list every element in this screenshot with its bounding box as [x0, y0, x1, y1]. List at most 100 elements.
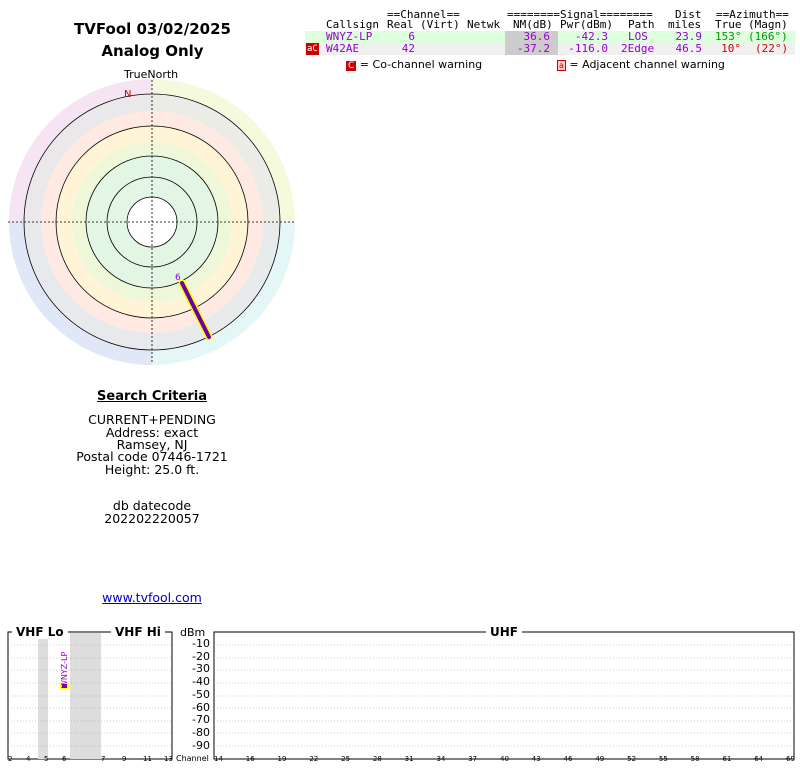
vhf-lo-channel-ticks: 2 4 5 6	[8, 755, 70, 765]
table-header-row: Callsign Real (Virt) Netwk NM(dB) Pwr(dB…	[305, 19, 795, 31]
col-path: Path	[628, 18, 655, 31]
row-path: LOS	[628, 30, 648, 43]
row-true-azimuth: 10°	[721, 42, 741, 55]
dbm-tick-label: -30	[192, 662, 210, 676]
row-real: 42	[401, 42, 415, 55]
station-bearing-label: 6	[175, 273, 181, 283]
channel-tick-label: 13	[164, 755, 173, 763]
vhf-hi-channel-ticks: 7 9 11 13	[101, 755, 173, 765]
search-criteria-heading: Search Criteria	[97, 389, 207, 404]
adjacent-legend: a = Adjacent channel warning	[557, 58, 725, 71]
channel-tick-label: 43	[531, 755, 541, 763]
cochannel-legend: C = Co-channel warning	[346, 58, 483, 71]
channel-tick-label: 58	[690, 755, 700, 763]
col-pwr: Pwr(dBm)	[560, 18, 613, 31]
channel-tick-label: 6	[62, 755, 67, 763]
row-pwr: -42.3	[574, 30, 608, 43]
channel-group-header: ==Channel==	[387, 8, 460, 21]
col-real: Real	[387, 18, 414, 31]
channel-tick-label: 28	[372, 755, 382, 763]
spectrum-chart	[7, 631, 795, 760]
adjacent-icon: a	[557, 60, 566, 71]
channel-tick-label: 16	[245, 755, 255, 763]
row-miles: 46.5	[675, 42, 703, 55]
dbm-tick-label: -90	[192, 738, 210, 752]
dbm-tick-label: -80	[192, 725, 210, 739]
row-callsign: WNYZ-LP	[326, 30, 373, 43]
cochannel-icon: C	[346, 61, 357, 71]
dist-group-header: Dist	[675, 8, 702, 21]
db-code: 202202220057	[104, 511, 200, 526]
channel-tick-label: 69	[786, 755, 795, 763]
row-callsign: W42AE	[326, 42, 360, 55]
col-netwk: Netwk	[467, 18, 501, 31]
col-miles: miles	[668, 18, 702, 31]
channel-tick-label: 4	[26, 755, 31, 763]
search-line: Height: 25.0 ft.	[104, 462, 200, 477]
col-callsign: Callsign	[326, 18, 379, 31]
col-magn: (Magn)	[748, 18, 788, 31]
row-magn-azimuth: (22°)	[755, 42, 789, 55]
dbm-tick-label: -70	[192, 713, 210, 727]
row-path: 2Edge	[621, 42, 655, 55]
row-pwr: -116.0	[568, 42, 608, 55]
true-north-label: TrueNorth	[124, 68, 179, 81]
dbm-tick-label: -10	[192, 637, 210, 650]
page-subtitle: Analog Only	[101, 42, 204, 60]
db-label: db datecode	[112, 498, 192, 513]
row-miles: 23.9	[675, 30, 703, 43]
north-label: N	[124, 89, 131, 100]
polar-plot: N 6	[8, 79, 296, 365]
vhf-lo-label: VHF Lo	[12, 625, 68, 639]
row-real: 6	[408, 30, 415, 43]
dbm-tick-label: -40	[192, 675, 210, 689]
table-row[interactable]: WNYZ-LP 6 36.6 -42.3 LOS 23.9 153° (166°…	[305, 31, 795, 43]
page-title: TVFool 03/02/2025	[74, 20, 231, 38]
spectrum-station-label: WNYZ-LP	[60, 651, 69, 688]
tvfool-link[interactable]: www.tvfool.com	[102, 590, 202, 605]
dbm-tick-label: -60	[192, 700, 210, 714]
uhf-label: UHF	[486, 625, 522, 639]
azimuth-group-header: ==Azimuth==	[716, 8, 789, 21]
search-line: Postal code 07446-1721	[76, 449, 228, 464]
channel-tick-label: 31	[404, 755, 414, 763]
channel-tick-label: 5	[44, 755, 49, 763]
channel-tick-label: 25	[341, 755, 351, 763]
vhf-hi-label: VHF Hi	[111, 625, 165, 639]
dbm-tick-label: -50	[192, 687, 210, 701]
col-virt: (Virt)	[420, 18, 460, 31]
row-nm: 36.6	[523, 30, 551, 43]
channel-tick-label: 22	[309, 755, 319, 763]
channel-tick-label: 11	[143, 755, 152, 763]
channel-tick-label: 7	[101, 755, 106, 763]
row-nm: -37.2	[516, 42, 550, 55]
dbm-ticks: -10 -20 -30 -40 -50 -60 -70 -80 -90	[180, 637, 210, 752]
signal-group-header: ========Signal========	[507, 8, 653, 21]
search-line: Address: exact	[105, 425, 199, 440]
channel-tick-label: 14	[214, 755, 223, 763]
channel-tick-label: 40	[500, 755, 509, 763]
channel-tick-label: 52	[627, 755, 637, 763]
channel-tick-label: 19	[277, 755, 287, 763]
channel-axis-label: Channel	[176, 754, 209, 763]
dbm-tick-label: -20	[192, 649, 210, 663]
col-true: True	[715, 18, 742, 31]
channel-tick-label: 64	[754, 755, 764, 763]
table-row[interactable]: aC W42AE 42 -37.2 -116.0 2Edge 46.5 10° …	[305, 43, 795, 55]
channel-tick-label: 34	[436, 755, 446, 763]
channel-tick-label: 55	[658, 755, 668, 763]
dbm-label: dBm	[180, 626, 206, 639]
channel-tick-label: 49	[595, 755, 605, 763]
channel-tick-label: 37	[468, 755, 478, 763]
col-nm: NM(dB)	[513, 18, 553, 31]
uhf-channel-ticks: 14 16 19 22 25 28 31 34 37 40 43 46 49 52 55 58 61 64 69	[214, 755, 795, 765]
search-line: Ramsey, NJ	[116, 437, 188, 452]
search-line: CURRENT+PENDING	[88, 412, 216, 427]
channel-tick-label: 46	[563, 755, 573, 763]
channel-tick-label: 2	[8, 755, 13, 763]
row-true-azimuth: 153°	[715, 30, 742, 43]
channel-tick-label: 61	[722, 755, 732, 763]
channel-tick-label: 9	[122, 755, 127, 763]
row-magn-azimuth: (166°)	[748, 30, 788, 43]
row-warning-badge: aC	[306, 43, 319, 55]
